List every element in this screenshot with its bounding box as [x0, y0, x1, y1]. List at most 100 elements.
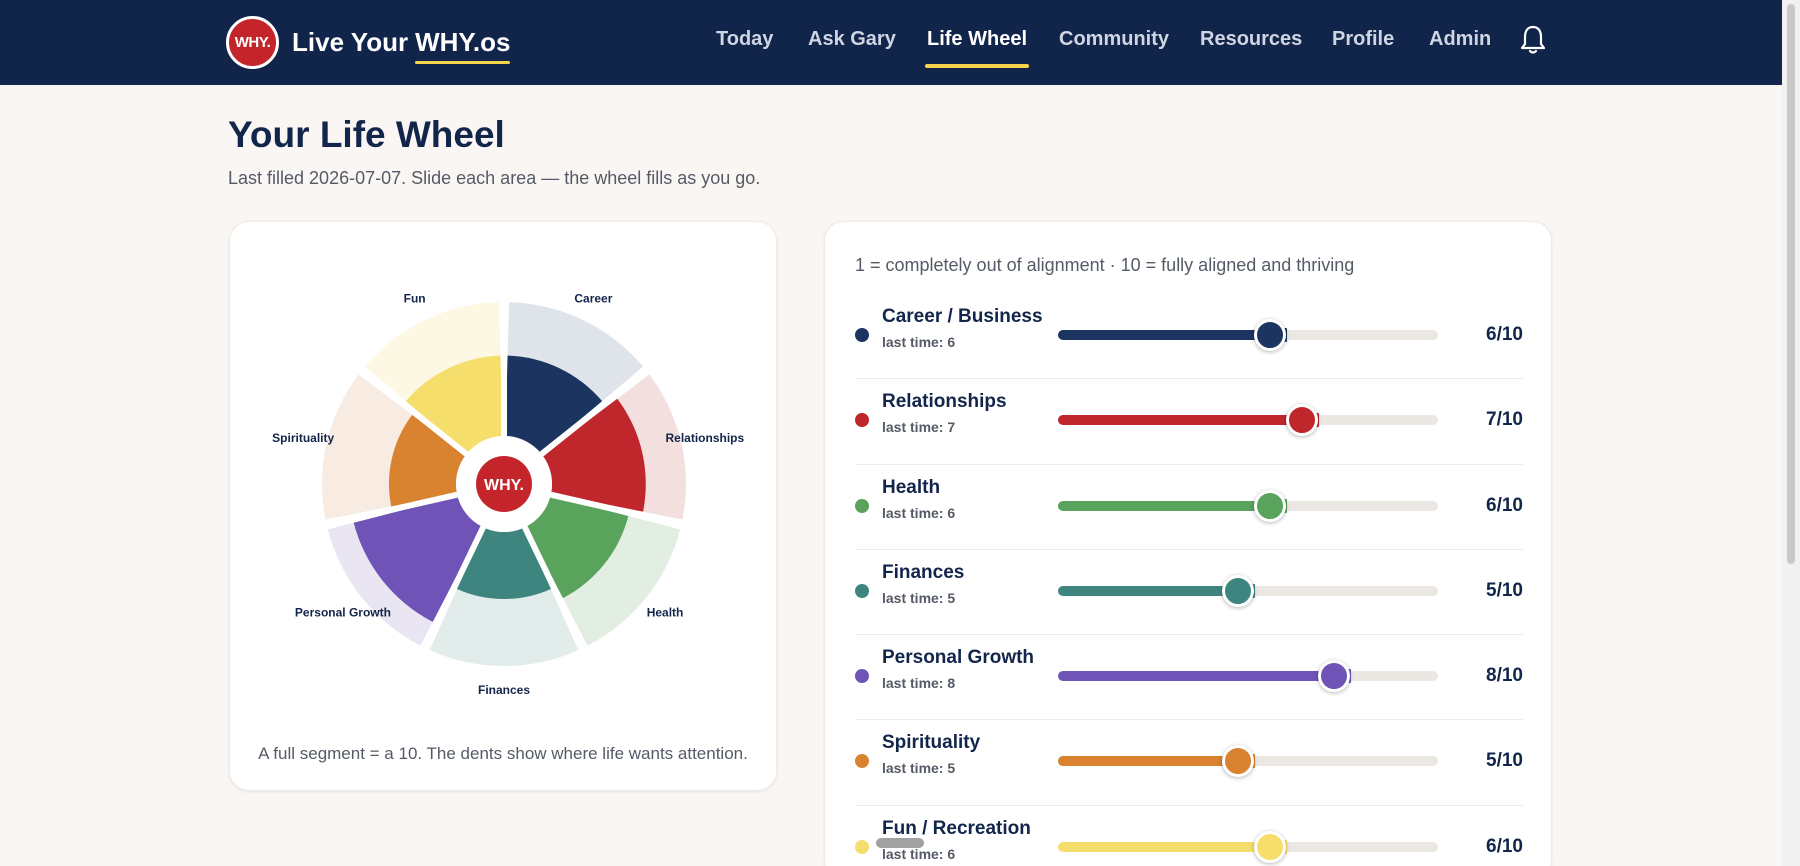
life-wheel-chart: Career Relationships Health Finances Persona… — [272, 291, 744, 697]
area-slider-list: Career / Business last time: 6 6/10 Relatio… — [855, 294, 1523, 866]
wheel-label-relationships: Relationships — [665, 431, 744, 445]
wheel-segment-finances — [457, 527, 551, 599]
wheel-label-spirituality: Spirituality — [272, 431, 334, 445]
area-name: Career / Business — [882, 306, 1043, 327]
area-row-finances: Finances last time: 5 5/10 — [855, 550, 1523, 636]
area-name: Spirituality — [882, 732, 981, 754]
area-name: Health — [882, 476, 941, 498]
wheel-label-fun: Fun — [404, 291, 426, 305]
area-row-health: Health last time: 6 6/10 — [855, 465, 1523, 550]
wheel-segment-relationships — [542, 398, 646, 512]
wheel-segment-personal-growth — [353, 495, 482, 622]
area-last-score: last time: 6 — [882, 334, 956, 350]
area-slider-thumb[interactable] — [1254, 830, 1286, 863]
nav-admin[interactable]: Admin — [1429, 28, 1492, 50]
wheel-divider — [421, 525, 486, 652]
area-last-score: last time: 7 — [882, 419, 956, 436]
brand-name: Live Your WHY.os — [292, 27, 511, 64]
wheel-hub-logo — [476, 456, 532, 512]
area-last-score: last time: 5 — [882, 760, 956, 777]
brand-logo-link[interactable]: WHY. Live Your WHY.os — [226, 16, 511, 69]
wheel-divider — [358, 366, 469, 457]
wheel-label-health: Health — [647, 605, 684, 619]
area-slider-fill — [1058, 671, 1348, 682]
area-color-dot — [855, 754, 869, 769]
top-navigation-bar: WHY. Live Your WHY.os Today Ask Gary Lif… — [0, 0, 1782, 85]
area-score: 7/10 — [1486, 409, 1523, 431]
area-slider-fill — [1058, 330, 1284, 340]
area-color-dot — [855, 839, 869, 854]
area-color-dot — [855, 328, 869, 342]
wheel-hub-text: WHY. — [484, 477, 524, 494]
life-wheel-card: Career Relationships Health Finances Persona… — [229, 221, 777, 791]
drag-handle[interactable] — [876, 838, 924, 848]
nav-ask-gary[interactable]: Ask Gary — [808, 28, 896, 50]
area-slider-thumb[interactable] — [1254, 319, 1286, 351]
brand-suffix: WHY.os — [415, 27, 511, 64]
area-name: Finances — [882, 561, 965, 583]
area-slider-track[interactable] — [1058, 660, 1438, 693]
area-slider-fill — [1058, 585, 1252, 596]
area-slider-track[interactable] — [1058, 319, 1438, 351]
bell-icon[interactable] — [1518, 24, 1548, 56]
area-slider-track[interactable] — [1058, 830, 1438, 863]
area-color-dot — [855, 669, 869, 684]
area-row-fun-recreation: Fun / Recreation last time: 6 6/10 — [855, 806, 1523, 866]
scrollbar-thumb[interactable] — [1787, 4, 1795, 564]
wheel-segment-fun — [405, 355, 503, 454]
wheel-divider — [539, 366, 650, 457]
wheel-caption: A full segment = a 10. The dents show wh… — [258, 744, 748, 763]
area-slider-thumb[interactable] — [1222, 745, 1254, 778]
wheel-segment-spirituality — [389, 414, 466, 507]
area-slider-track[interactable] — [1058, 745, 1438, 778]
wheel-divider — [550, 491, 685, 528]
area-slider-fill — [1058, 756, 1252, 767]
page-scrollbar[interactable] — [1782, 0, 1800, 866]
area-sliders-card: 1 = completely out of alignment · 10 = f… — [824, 221, 1552, 866]
area-last-score: last time: 6 — [882, 504, 956, 521]
page-title: Your Life Wheel — [228, 114, 505, 155]
area-last-score: last time: 5 — [882, 589, 956, 606]
nav-resources[interactable]: Resources — [1200, 28, 1303, 50]
area-last-score: last time: 6 — [882, 845, 956, 862]
wheel-segment-career — [505, 355, 603, 454]
area-slider-track[interactable] — [1058, 574, 1438, 607]
nav-profile[interactable]: Profile — [1332, 28, 1395, 50]
area-name: Personal Growth — [882, 647, 1035, 669]
area-score: 6/10 — [1486, 835, 1523, 857]
area-row-career-business: Career / Business last time: 6 6/10 — [855, 294, 1523, 380]
nav-today[interactable]: Today — [716, 28, 774, 50]
nav-community[interactable]: Community — [1059, 28, 1169, 50]
wheel-label-finances: Finances — [478, 683, 530, 697]
nav-life-wheel[interactable]: Life Wheel — [924, 28, 1030, 68]
area-color-dot — [855, 413, 869, 428]
wheel-label-personal-growth: Personal Growth — [295, 605, 391, 619]
area-slider-track[interactable] — [1058, 404, 1438, 437]
area-last-score: last time: 8 — [882, 675, 956, 692]
wheel-divider — [323, 491, 458, 528]
wheel-label-career: Career — [574, 291, 612, 305]
area-name: Fun / Recreation — [882, 817, 1031, 839]
area-slider-track[interactable] — [1058, 489, 1438, 522]
area-slider-fill — [1058, 500, 1284, 511]
area-slider-thumb[interactable] — [1286, 404, 1318, 437]
area-score: 5/10 — [1486, 579, 1523, 601]
area-name: Relationships — [882, 391, 1007, 413]
scale-note: 1 = completely out of alignment · 10 = f… — [855, 255, 1355, 275]
area-slider-fill — [1058, 415, 1316, 426]
area-score: 5/10 — [1486, 750, 1523, 772]
area-slider-thumb[interactable] — [1254, 489, 1286, 522]
area-row-relationships: Relationships last time: 7 7/10 — [855, 379, 1523, 465]
area-slider-thumb[interactable] — [1318, 660, 1350, 693]
area-color-dot — [855, 583, 869, 598]
area-score: 8/10 — [1486, 665, 1523, 687]
wheel-divider — [522, 525, 587, 652]
area-score: 6/10 — [1486, 324, 1523, 345]
area-color-dot — [855, 498, 869, 513]
wheel-segment-health — [526, 495, 629, 599]
area-slider-fill — [1058, 841, 1284, 852]
page-subtitle: Last filled 2026-07-07. Slide each area … — [228, 168, 761, 188]
area-slider-thumb[interactable] — [1222, 574, 1254, 607]
area-score: 6/10 — [1486, 494, 1523, 516]
why-logo: WHY. — [226, 16, 279, 69]
